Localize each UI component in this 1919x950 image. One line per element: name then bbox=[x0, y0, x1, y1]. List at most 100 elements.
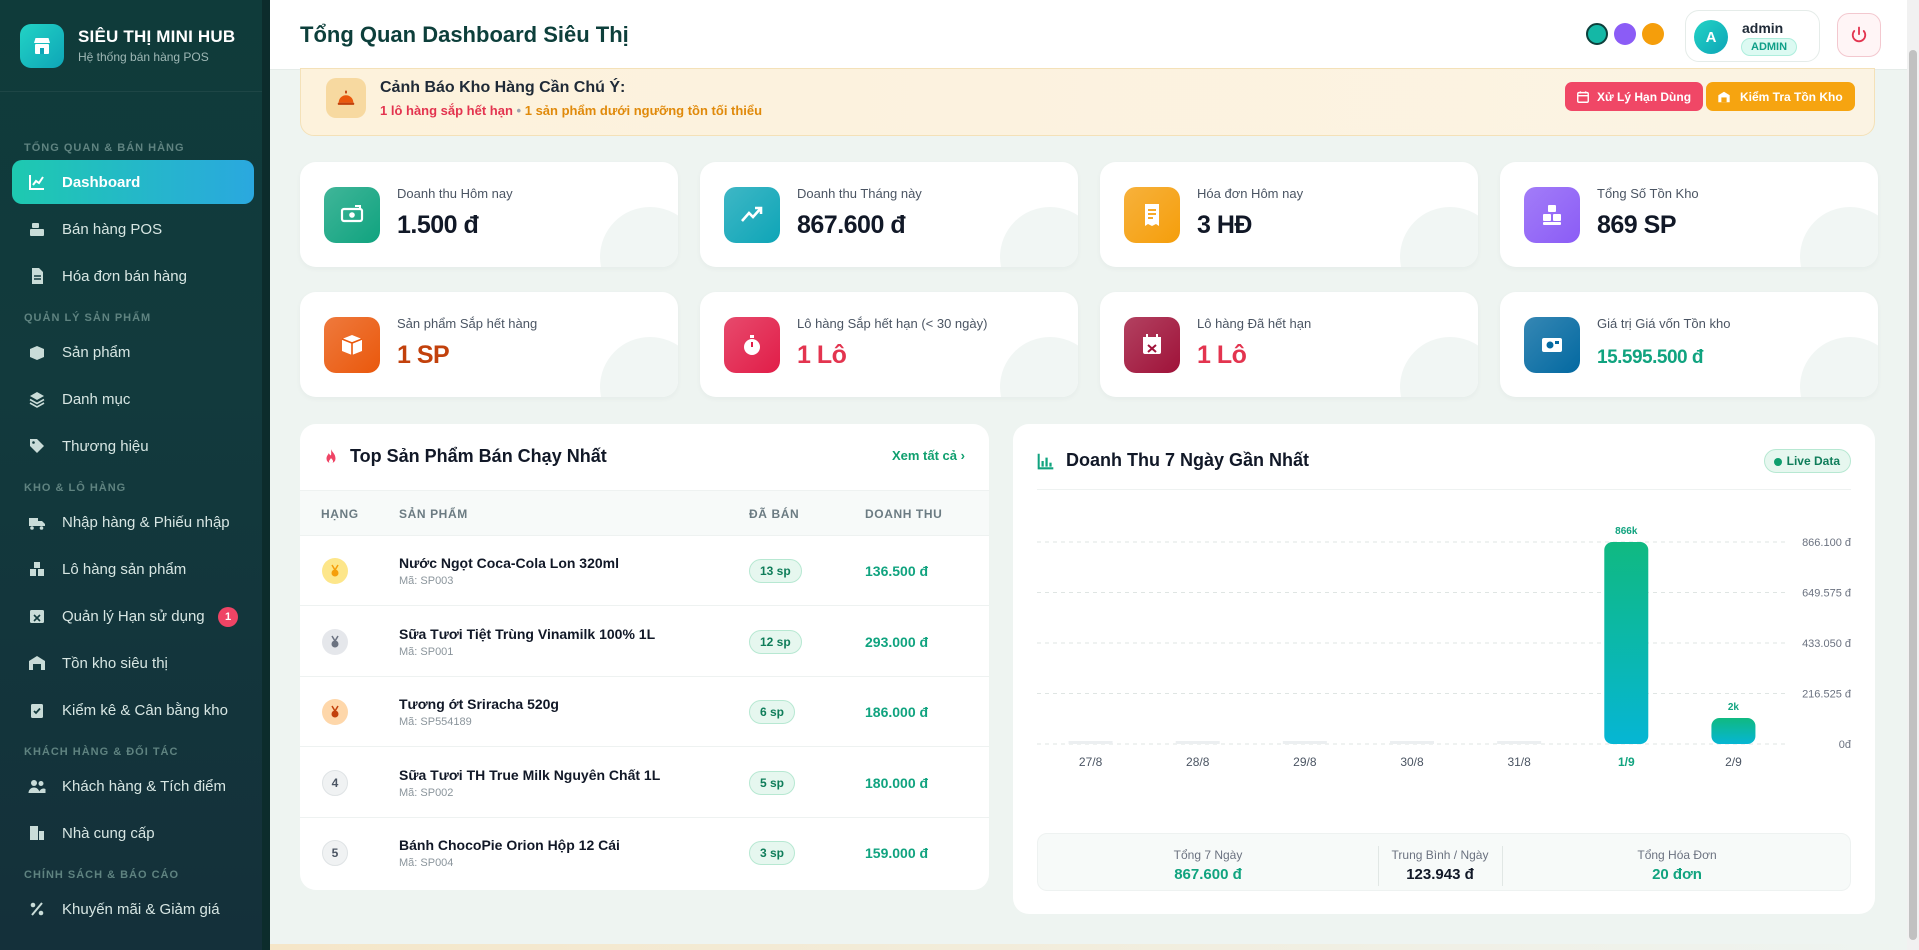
table-row[interactable]: 5 Bánh ChocoPie Orion Hộp 12 Cái Mã: SP00… bbox=[300, 818, 989, 888]
layers-icon bbox=[29, 392, 45, 408]
main-scrollbar[interactable] bbox=[1907, 0, 1919, 950]
handle-expiry-label: Xử Lý Hạn Dùng bbox=[1597, 89, 1692, 104]
stat-label: Sản phẩm Sắp hết hàng bbox=[397, 316, 538, 331]
decorative-circle bbox=[1800, 207, 1878, 267]
sidebar-item[interactable]: Quản lý Hạn sử dụng 1 bbox=[12, 594, 254, 638]
theme-purple-button[interactable] bbox=[1614, 23, 1636, 45]
summary-total-value: 867.600 đ bbox=[1174, 866, 1242, 883]
stat-card: Doanh thu Tháng này 867.600 đ bbox=[700, 162, 1078, 267]
sidebar-item-label: Bán hàng POS bbox=[62, 220, 163, 238]
revenue-bar-chart: 0đ 216.525 đ 433.050 đ 649.575 đ 866.100 đ 27… bbox=[1037, 526, 1852, 769]
notification-badge: 1 bbox=[218, 607, 238, 627]
column-header-sold: ĐÃ BÁN bbox=[749, 507, 800, 521]
user-menu[interactable]: A admin ADMIN bbox=[1685, 10, 1820, 62]
stopwatch-icon bbox=[724, 317, 780, 373]
sidebar-item-label: Kiểm kê & Cân bằng kho bbox=[62, 701, 228, 719]
chart-bar[interactable] bbox=[1175, 741, 1220, 744]
chart-bar[interactable] bbox=[1068, 741, 1113, 744]
sidebar-item[interactable]: Hóa đơn bán hàng bbox=[12, 254, 254, 298]
chart-bar[interactable] bbox=[1497, 741, 1542, 744]
sidebar-item[interactable]: Danh mục bbox=[12, 377, 254, 421]
chart-bar[interactable] bbox=[1711, 718, 1756, 744]
sidebar-item-label: Khuyến mãi & Giảm giá bbox=[62, 900, 220, 918]
top-products-title: Top Sản Phẩm Bán Chạy Nhất bbox=[350, 446, 607, 466]
sidebar-item[interactable]: Bán hàng POS bbox=[12, 207, 254, 251]
sidebar-item[interactable]: Nhập hàng & Phiếu nhập bbox=[12, 500, 254, 544]
decorative-circle bbox=[600, 337, 678, 397]
sidebar-item[interactable]: Dashboard bbox=[12, 160, 254, 204]
stat-label: Giá trị Giá vốn Tồn kho bbox=[1597, 316, 1731, 331]
table-row[interactable]: Tương ớt Sriracha 520g Mã: SP554189 6 sp… bbox=[300, 677, 989, 748]
sidebar-item[interactable]: Kiểm kê & Cân bằng kho bbox=[12, 688, 254, 732]
scrollbar-thumb[interactable] bbox=[1909, 50, 1917, 940]
boxes-icon bbox=[30, 562, 44, 576]
decorative-circle bbox=[1400, 207, 1478, 267]
live-data-badge: Live Data bbox=[1763, 449, 1851, 473]
y-tick-label: 0đ bbox=[1839, 739, 1852, 751]
supplier-icon bbox=[30, 826, 44, 840]
top-header: Tổng Quan Dashboard Siêu Thị A admin ADM… bbox=[270, 0, 1919, 70]
medal-icon bbox=[322, 558, 348, 584]
sidebar-item[interactable]: Tồn kho siêu thị bbox=[12, 641, 254, 685]
stat-value: 867.600 đ bbox=[797, 211, 906, 239]
logout-button[interactable] bbox=[1837, 13, 1881, 57]
x-tick-label: 30/8 bbox=[1400, 755, 1424, 769]
box-open-icon bbox=[30, 346, 44, 360]
sidebar-item-label: Quản lý Hạn sử dụng bbox=[62, 607, 205, 625]
sidebar-item-label: Nhập hàng & Phiếu nhập bbox=[62, 513, 230, 531]
sidebar: SIÊU THỊ MINI HUB Hệ thống bán hàng POS … bbox=[0, 0, 270, 950]
decorative-circle bbox=[1800, 337, 1878, 397]
check-stock-button[interactable]: Kiểm Tra Tồn Kho bbox=[1706, 82, 1855, 111]
table-header: HẠNG SẢN PHẨM ĐÃ BÁN DOANH THU bbox=[300, 490, 989, 536]
summary-total-label: Tổng 7 Ngày bbox=[1173, 848, 1243, 862]
brand[interactable]: SIÊU THỊ MINI HUB Hệ thống bán hàng POS bbox=[0, 0, 270, 92]
theme-teal-button[interactable] bbox=[1586, 23, 1608, 45]
handle-expiry-button[interactable]: Xử Lý Hạn Dùng bbox=[1565, 82, 1704, 111]
stat-label: Lô hàng Sắp hết hạn (< 30 ngày) bbox=[797, 316, 988, 331]
chart-divider bbox=[1037, 489, 1851, 490]
top-products-card: Top Sản Phẩm Bán Chạy Nhất Xem tất cả › … bbox=[300, 424, 989, 890]
sidebar-item-label: Khách hàng & Tích điểm bbox=[62, 777, 226, 795]
sidebar-item[interactable]: Khách hàng & Tích điểm bbox=[12, 764, 254, 808]
theme-orange-button[interactable] bbox=[1642, 23, 1664, 45]
sidebar-item[interactable]: Sản phẩm bbox=[12, 330, 254, 374]
sold-badge: 5 sp bbox=[749, 770, 796, 795]
sidebar-item[interactable]: Lô hàng sản phẩm bbox=[12, 547, 254, 591]
table-row[interactable]: 4 Sữa Tươi TH True Milk Nguyên Chất 1L Mã… bbox=[300, 748, 989, 818]
stat-value: 1 Lô bbox=[797, 341, 847, 369]
rank-number: 5 bbox=[322, 840, 348, 867]
tags-icon bbox=[30, 439, 44, 453]
summary-average-label: Trung Bình / Ngày bbox=[1391, 848, 1489, 862]
sidebar-item[interactable]: Thương hiệu bbox=[12, 424, 254, 468]
view-all-link[interactable]: Xem tất cả › bbox=[892, 448, 965, 463]
stat-value: 3 HĐ bbox=[1197, 211, 1252, 239]
stat-card: Doanh thu Hôm nay 1.500 đ bbox=[300, 162, 678, 267]
stat-card: Lô hàng Sắp hết hạn (< 30 ngày) 1 Lô bbox=[700, 292, 1078, 397]
sidebar-item[interactable]: Nhà cung cấp bbox=[12, 811, 254, 855]
brand-subtitle: Hệ thống bán hàng POS bbox=[78, 50, 209, 64]
sidebar-item[interactable]: Khuyến mãi & Giảm giá bbox=[12, 887, 254, 931]
decorative-circle bbox=[600, 207, 678, 267]
stat-label: Tổng Số Tồn Kho bbox=[1597, 186, 1699, 201]
sidebar-section-title: QUẢN LÝ SẢN PHẨM bbox=[24, 312, 152, 324]
chart-bar[interactable] bbox=[1604, 542, 1649, 744]
table-row[interactable]: Sữa Tươi Tiệt Trùng Vinamilk 100% 1L Mã:… bbox=[300, 607, 989, 677]
live-dot-icon bbox=[1773, 458, 1782, 466]
sidebar-scrollbar[interactable] bbox=[262, 0, 270, 950]
table-row[interactable]: Nước Ngọt Coca-Cola Lon 320ml Mã: SP003 … bbox=[300, 536, 989, 606]
stat-value: 1.500 đ bbox=[397, 211, 479, 239]
store-icon bbox=[20, 23, 64, 68]
chart-bar[interactable] bbox=[1390, 741, 1434, 744]
summary-divider bbox=[1502, 846, 1503, 886]
clipboard-check-icon bbox=[31, 704, 43, 718]
sidebar-item-label: Nhà cung cấp bbox=[62, 824, 155, 842]
sidebar-section-title: KHÁCH HÀNG & ĐỐI TÁC bbox=[24, 746, 179, 758]
x-tick-label: 28/8 bbox=[1186, 755, 1210, 769]
product-name: Bánh ChocoPie Orion Hộp 12 Cái bbox=[399, 837, 620, 854]
stat-card: Sản phẩm Sắp hết hàng 1 SP bbox=[300, 292, 678, 397]
box-icon bbox=[324, 317, 380, 373]
chart-bar[interactable] bbox=[1282, 741, 1327, 744]
percent-icon bbox=[30, 902, 44, 916]
cash-register-icon bbox=[30, 223, 44, 236]
product-revenue: 136.500 đ bbox=[865, 563, 929, 579]
